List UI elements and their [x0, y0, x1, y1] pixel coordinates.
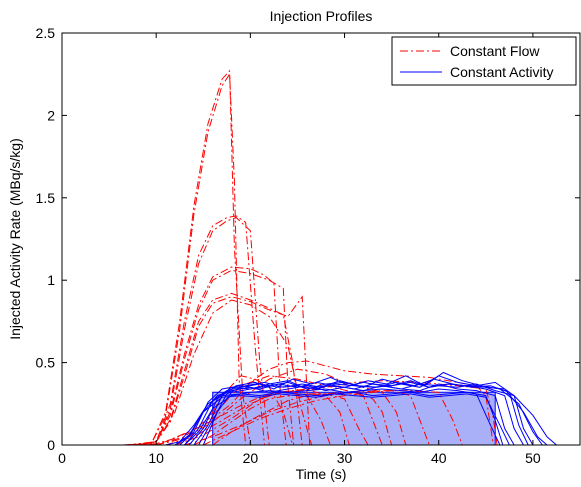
y-axis-label: Injected Activity Rate (MBq/s/kg) — [7, 138, 23, 340]
constant-flow-line-1 — [123, 72, 247, 446]
y-tick-label: 0.5 — [36, 355, 56, 371]
constant-flow-line-3 — [127, 217, 270, 446]
constant-flow-line-4 — [132, 266, 287, 446]
constant-flow-line-17 — [193, 393, 369, 446]
constant-activity-line-29 — [202, 381, 557, 446]
constant-flow-line-6 — [137, 292, 303, 446]
constant-flow-line-2 — [127, 215, 265, 446]
x-tick-label: 50 — [525, 450, 541, 466]
legend-label-0: Constant Flow — [450, 43, 540, 59]
x-tick-label: 0 — [58, 450, 66, 466]
constant-flow-line-16 — [212, 391, 383, 446]
legend-label-1: Constant Activity — [450, 64, 554, 80]
x-axis-label: Time (s) — [296, 466, 347, 482]
x-tick-label: 10 — [148, 450, 164, 466]
x-tick-label: 40 — [431, 450, 447, 466]
constant-flow-line-12 — [156, 375, 393, 446]
constant-flow-line-11 — [156, 368, 407, 446]
chart-title: Injection Profiles — [270, 8, 373, 24]
y-tick-label: 2.5 — [36, 25, 56, 41]
plot-area — [123, 69, 557, 446]
constant-activity-line-27 — [198, 381, 548, 446]
constant-flow-line-0 — [123, 69, 251, 446]
y-tick-label: 2 — [47, 107, 55, 123]
constant-flow-line-18 — [203, 390, 430, 446]
y-axis: 0 0.5 1 1.5 2 2.5 — [36, 25, 580, 453]
constant-flow-line-8 — [141, 299, 313, 446]
axes-frame — [61, 32, 581, 446]
y-tick-label: 0 — [47, 437, 55, 453]
x-axis: 0 10 20 30 40 50 — [58, 33, 541, 466]
y-tick-label: 1 — [47, 272, 55, 288]
constant-activity-line-28 — [184, 388, 501, 446]
constant-flow-line-14 — [174, 390, 331, 446]
constant-flow-line-7 — [137, 295, 311, 446]
constant-activity-line-24 — [188, 375, 534, 446]
y-tick-label: 1.5 — [36, 190, 56, 206]
constant-flow-line-13 — [165, 388, 350, 446]
constant-activity-line-22 — [179, 380, 524, 446]
x-tick-label: 30 — [337, 450, 353, 466]
constant-flow-line-5 — [132, 269, 295, 446]
legend: Constant Flow Constant Activity — [391, 36, 577, 86]
legend-box — [391, 36, 577, 86]
x-tick-label: 20 — [243, 450, 259, 466]
